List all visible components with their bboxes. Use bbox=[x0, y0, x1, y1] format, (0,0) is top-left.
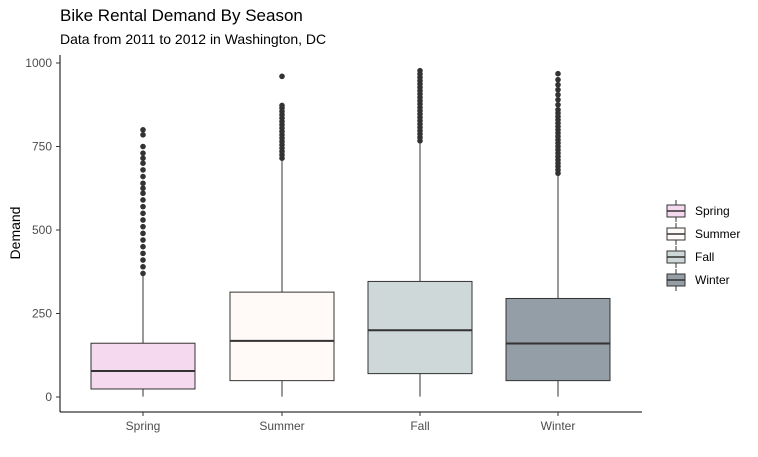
outlier-point bbox=[140, 250, 146, 257]
outlier-point bbox=[140, 257, 146, 263]
outlier-point bbox=[140, 223, 146, 230]
outlier-point bbox=[140, 190, 146, 197]
box-summer bbox=[229, 73, 335, 397]
box-winter bbox=[505, 70, 611, 397]
outlier-point bbox=[140, 270, 146, 277]
legend-label: Summer bbox=[695, 227, 740, 241]
outlier-point bbox=[555, 101, 561, 108]
outlier-point bbox=[279, 73, 285, 80]
x-tick-label: Summer bbox=[259, 419, 304, 433]
outlier-point bbox=[140, 160, 146, 166]
outlier-point bbox=[555, 106, 561, 113]
outlier-point bbox=[140, 217, 146, 223]
legend-item-fall: Fall bbox=[666, 246, 714, 268]
outlier-point bbox=[140, 167, 146, 173]
outlier-point bbox=[140, 150, 146, 156]
outlier-point bbox=[140, 173, 146, 180]
outlier-point bbox=[140, 210, 146, 217]
box-spring bbox=[90, 127, 196, 397]
x-tick-label: Fall bbox=[410, 419, 429, 433]
outlier-point bbox=[140, 155, 146, 161]
outlier-point bbox=[417, 67, 423, 74]
y-tick-label: 1000 bbox=[25, 56, 52, 70]
legend-label: Winter bbox=[695, 273, 730, 287]
outlier-point bbox=[140, 197, 146, 203]
x-tick-label: Winter bbox=[541, 419, 576, 433]
outlier-point bbox=[140, 230, 146, 237]
outlier-point bbox=[555, 86, 561, 93]
outlier-point bbox=[140, 203, 146, 210]
outlier-point bbox=[140, 263, 146, 270]
y-axis-title: Demand bbox=[7, 207, 23, 260]
chart-title: Bike Rental Demand By Season bbox=[60, 6, 303, 25]
box-iqr bbox=[505, 297, 611, 382]
box-iqr bbox=[367, 280, 473, 375]
legend-label: Spring bbox=[695, 204, 730, 218]
outlier-point bbox=[140, 127, 146, 133]
outlier-point bbox=[279, 102, 285, 109]
outlier-point bbox=[140, 185, 146, 192]
legend-item-winter: Winter bbox=[666, 269, 730, 291]
legend-item-spring: Spring bbox=[666, 200, 730, 222]
box-iqr bbox=[90, 342, 196, 390]
y-tick-label: 750 bbox=[32, 140, 52, 154]
outlier-point bbox=[140, 180, 146, 187]
box-fall bbox=[367, 67, 473, 397]
outlier-point bbox=[140, 237, 146, 243]
y-tick-label: 500 bbox=[32, 223, 52, 237]
outlier-point bbox=[140, 132, 146, 138]
outlier-point bbox=[140, 143, 146, 150]
outlier-point bbox=[555, 70, 561, 77]
chart-subtitle: Data from 2011 to 2012 in Washington, DC bbox=[60, 31, 327, 47]
box-iqr bbox=[229, 291, 335, 382]
outlier-point bbox=[555, 76, 561, 83]
outlier-point bbox=[555, 91, 561, 98]
y-tick-label: 0 bbox=[45, 390, 52, 404]
x-tick-label: Spring bbox=[126, 419, 161, 433]
legend-label: Fall bbox=[695, 250, 714, 264]
outlier-point bbox=[555, 96, 561, 103]
legend-item-summer: Summer bbox=[666, 223, 740, 245]
outlier-point bbox=[140, 243, 146, 250]
y-tick-label: 250 bbox=[32, 307, 52, 321]
outlier-point bbox=[555, 81, 561, 88]
